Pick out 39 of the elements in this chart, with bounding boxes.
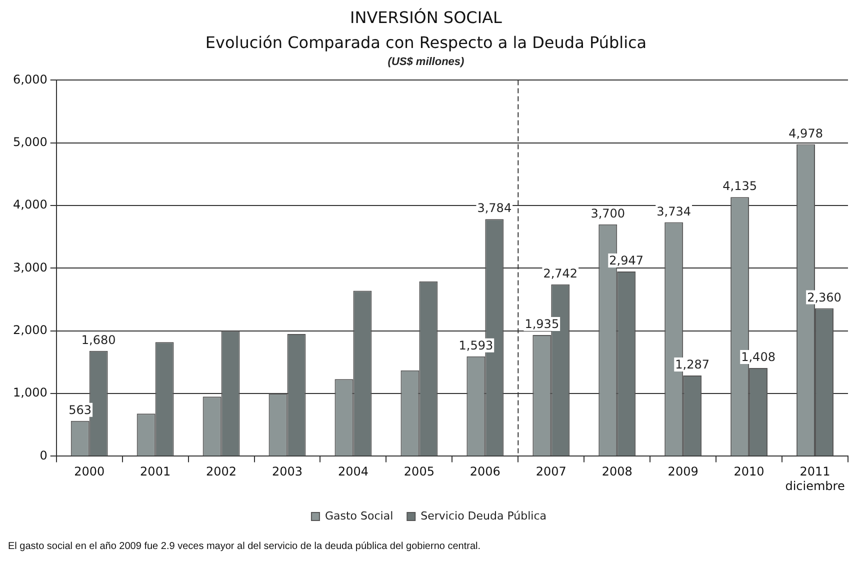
data-label: 3,784	[477, 201, 512, 216]
data-label: 2,742	[543, 266, 578, 280]
data-label: 4,978	[788, 126, 823, 140]
y-axis-title: (US$ millones)	[386, 56, 466, 68]
chart-title: INVERSIÓN SOCIAL	[349, 8, 503, 27]
data-label: 1,680	[81, 333, 116, 348]
data-label: 1,935	[524, 317, 560, 332]
y-tick-label: 0	[40, 448, 48, 462]
x-tick-label: 2000	[74, 464, 105, 479]
x-tick-label: 2004	[338, 464, 368, 479]
data-label: 4,135	[722, 179, 757, 194]
data-label: 2,947	[609, 254, 644, 268]
data-label: 1,593	[458, 338, 494, 352]
legend-label: Servicio Deuda Pública	[420, 509, 547, 522]
data-label: 2,360	[807, 290, 842, 304]
x-tick-label: 2005	[404, 464, 434, 479]
data-label: 1,408	[741, 350, 776, 364]
data-label: 3,734	[656, 204, 692, 218]
data-label: 3,700	[590, 206, 626, 220]
y-tick-label: 6,000	[12, 72, 48, 86]
x-tick-label: 2003	[272, 464, 303, 479]
x-tick-label: 2001	[140, 464, 171, 479]
data-label: 563	[68, 403, 92, 418]
y-tick-label: 1,000	[12, 386, 48, 400]
chart-subtitle: Evolución Comparada con Respecto a la Deuda Pública	[204, 33, 648, 52]
text: El gasto social en el año 2009 fue 2.9 veces mayor al del servicio de la deuda pública del gobierno central.	[8, 541, 481, 552]
x-tick-label: 2006	[470, 464, 500, 479]
x-tick-label: 2010	[734, 464, 764, 479]
data-label: 1,287	[675, 358, 710, 372]
x-tick-label: 2002	[206, 464, 237, 479]
y-tick-label: 4,000	[12, 198, 48, 212]
x-tick-label: 2008	[602, 464, 632, 479]
y-tick-label: 2,000	[12, 322, 48, 337]
y-tick-label: 5,000	[12, 134, 48, 149]
x-tick-label: 2011 diciembre	[785, 464, 845, 493]
legend-label: Gasto Social	[324, 509, 394, 522]
x-tick-label: 2007	[536, 464, 566, 479]
y-tick-label: 3,000	[12, 260, 48, 274]
x-tick-label: 2009	[668, 464, 698, 479]
